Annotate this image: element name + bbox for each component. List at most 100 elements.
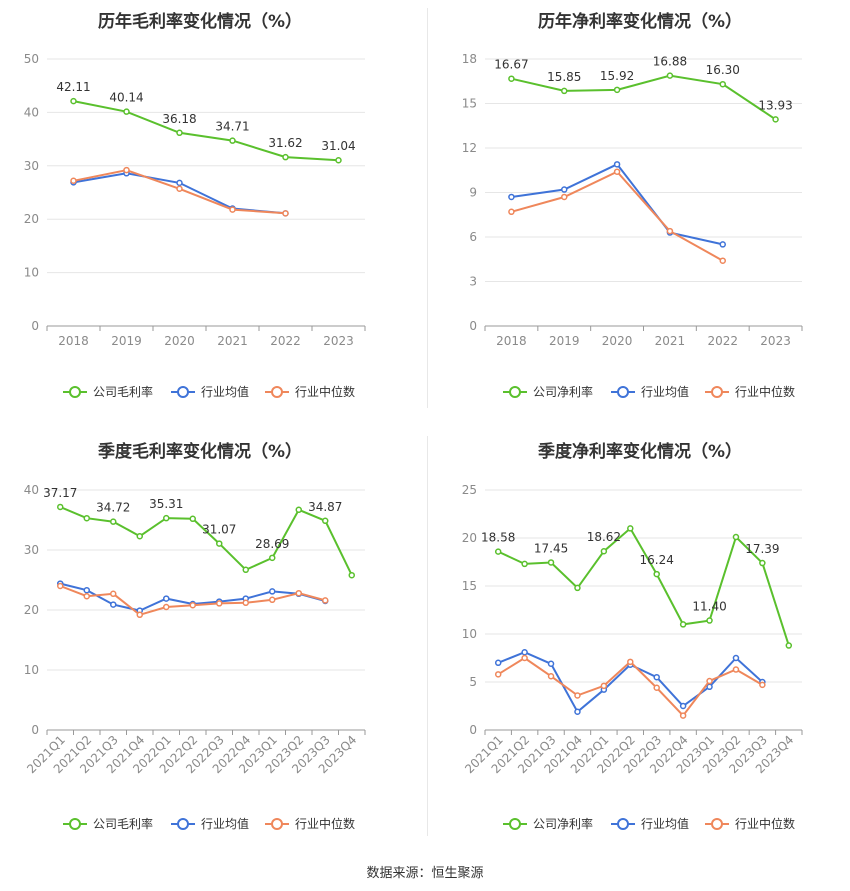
y-tick-label: 15 [462, 97, 477, 111]
data-point [613, 86, 621, 94]
data-point [706, 683, 713, 691]
data-point [653, 684, 660, 692]
legend-label: 公司毛利率 [93, 384, 153, 399]
data-point [83, 514, 90, 522]
data-point [666, 72, 674, 79]
y-tick-label: 50 [24, 52, 39, 66]
x-tick-label: 2022 [270, 334, 301, 348]
y-tick-label: 30 [24, 543, 39, 557]
data-point [176, 179, 183, 187]
chart-quarterly-net-margin-svg: 季度净利率变化情况（%）05101520252021Q12021Q22021Q3… [462, 441, 803, 831]
y-tick-label: 10 [462, 627, 477, 641]
y-tick-label: 12 [462, 141, 477, 155]
data-point [732, 666, 740, 673]
y-tick-label: 20 [24, 603, 39, 617]
data-point [269, 588, 276, 595]
data-point [561, 87, 568, 95]
legend-item: 行业均值 [171, 816, 249, 831]
data-point [216, 540, 223, 547]
data-point [508, 208, 515, 216]
series-line [73, 100, 339, 162]
data-label: 42.11 [56, 80, 90, 94]
chart-title: 历年净利率变化情况（%） [538, 11, 742, 32]
data-point [521, 654, 528, 662]
data-point [229, 137, 236, 144]
data-label: 34.71 [215, 120, 249, 134]
data-label: 16.67 [494, 58, 528, 72]
data-point [561, 186, 568, 193]
data-point [732, 533, 740, 541]
y-tick-label: 18 [462, 52, 477, 66]
data-point [719, 241, 726, 248]
data-label: 17.45 [534, 541, 568, 555]
y-tick-label: 0 [31, 319, 39, 333]
data-label: 31.62 [268, 136, 302, 150]
data-point [613, 168, 621, 175]
x-tick-label: 2023 [323, 334, 354, 348]
legend-label: 公司毛利率 [93, 816, 153, 831]
data-point [494, 548, 502, 555]
legend-item: 行业中位数 [705, 816, 795, 831]
data-point [547, 672, 555, 680]
chart-annual-gross-margin: 历年毛利率变化情况（%） 0 10 20 30 40 50 2018 2019 2020 2021 2… [0, 0, 425, 410]
data-label: 34.72 [96, 501, 130, 515]
y-tick-label: 6 [469, 230, 477, 244]
data-label: 13.93 [758, 98, 792, 112]
y-tick-label: 30 [24, 159, 39, 173]
legend-item: 行业中位数 [265, 384, 355, 399]
data-point [322, 597, 329, 604]
x-tick-label: 2020 [602, 334, 633, 348]
y-tick-label: 0 [469, 319, 477, 333]
chart-title: 季度净利率变化情况（%） [538, 441, 742, 462]
legend-item: 行业中位数 [705, 384, 795, 399]
legend-item: 行业均值 [611, 816, 689, 831]
data-point [83, 592, 90, 600]
data-label: 18.62 [587, 530, 621, 544]
data-point [627, 525, 634, 532]
legend-item: 公司毛利率 [63, 816, 153, 831]
legend-swatch-marker [177, 386, 189, 398]
data-point [189, 601, 196, 609]
data-point [110, 590, 117, 598]
y-tick-label: 40 [24, 105, 39, 119]
legend-label: 行业均值 [201, 816, 249, 831]
y-tick-label: 5 [469, 675, 477, 689]
data-point [269, 596, 276, 604]
data-point [269, 554, 276, 562]
x-tick-label: 2019 [549, 334, 580, 348]
data-label: 16.88 [653, 55, 687, 69]
data-label: 18.58 [481, 531, 515, 545]
data-point [70, 177, 77, 185]
data-point [547, 660, 555, 668]
data-point [110, 518, 117, 525]
data-point [322, 517, 329, 525]
data-label: 31.04 [321, 139, 355, 153]
chart-title: 季度毛利率变化情况（%） [98, 441, 302, 462]
legend-swatch-marker [711, 818, 723, 830]
data-label: 28.69 [255, 537, 289, 551]
data-point [600, 547, 608, 555]
y-tick-label: 3 [469, 275, 477, 289]
data-label: 15.92 [600, 69, 634, 83]
chart-quarterly-net-margin: 季度净利率变化情况（%） 0 5 10 15 20 25 2021Q1 2021Q2 2021Q3… [428, 428, 850, 848]
data-point [163, 603, 170, 611]
data-point [282, 153, 289, 161]
y-tick-label: 10 [24, 266, 39, 280]
series-line [497, 526, 790, 646]
legend-item: 公司净利率 [503, 816, 593, 831]
data-point [229, 206, 236, 213]
data-label: 17.39 [745, 542, 779, 556]
chart-annual-net-margin-svg: 历年净利率变化情况（%） 0 3 6 9 12 15 18 2018 2019 2020 2021 20… [462, 11, 803, 399]
data-point [348, 571, 355, 579]
data-point [706, 617, 713, 624]
y-tick-label: 10 [24, 663, 39, 677]
data-point [759, 681, 766, 689]
data-point [295, 506, 302, 514]
data-point [508, 193, 515, 201]
series-line [511, 170, 724, 262]
data-point [759, 559, 766, 567]
series-line [59, 506, 353, 576]
data-point [83, 586, 90, 594]
panel-divider-bottom [427, 436, 428, 836]
data-point [176, 185, 183, 193]
